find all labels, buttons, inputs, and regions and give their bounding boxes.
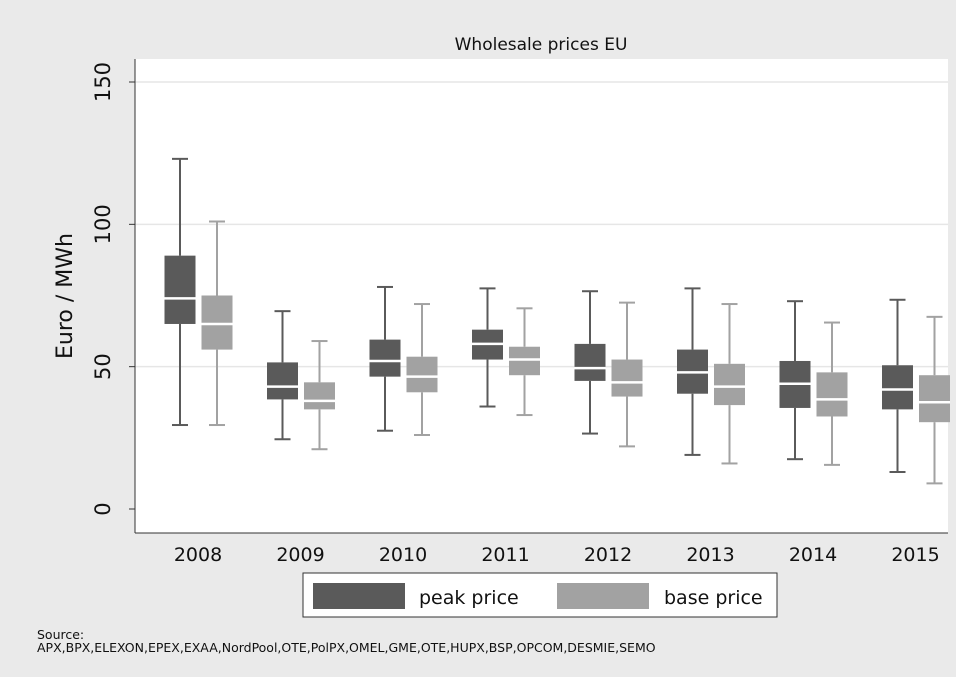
x-tick-label-2010: 2010 [379,544,427,566]
x-tick-label-2015: 2015 [891,544,939,566]
box-base-price-2012 [611,301,643,448]
y-tick-label-100: 100 [91,204,115,244]
box-peak-price-2013 [677,287,708,456]
x-tick-label-2009: 2009 [276,544,324,566]
x-tick-label-2013: 2013 [686,544,734,566]
iqr-box [164,255,196,324]
y-tick-label-0: 0 [91,502,115,515]
box-base-price-2009 [304,340,335,451]
x-tick-label-2014: 2014 [789,544,837,566]
legend: peak price base price [302,572,778,618]
box-base-price-2010 [406,303,438,436]
box-peak-price-2015 [882,298,913,473]
y-tick-label-150: 150 [91,62,115,102]
source-label: Source: [37,627,85,642]
iqr-box [304,382,335,410]
box-base-price-2011 [509,307,540,417]
x-tick-label-2008: 2008 [174,544,222,566]
legend-label-base-price: base price [664,587,763,609]
box-peak-price-2011 [472,287,503,408]
iqr-box [406,356,438,393]
boxes [164,157,950,485]
box-base-price-2008 [201,220,233,427]
iqr-box [509,346,540,376]
iqr-box [267,362,298,400]
plot-area [135,59,948,533]
iqr-box [611,359,643,397]
source-note: Source: APX,BPX,ELEXON,EPEX,EXAA,NordPoo… [37,628,656,654]
x-tick-label-2012: 2012 [584,544,632,566]
box-base-price-2013 [714,303,745,465]
iqr-box [201,295,233,350]
x-tick-label-2011: 2011 [481,544,529,566]
box-base-price-2014 [816,321,848,466]
chart-title: Wholesale prices EU [455,35,628,55]
iqr-box [574,343,606,381]
box-peak-price-2014 [779,300,811,461]
box-peak-price-2009 [267,310,298,441]
axes: 0 50 100 150 2008 2009 2010 2011 2012 2013 2014 201… [91,59,948,566]
y-axis-label: Euro / MWh [53,233,78,359]
box-peak-price-2008 [164,157,196,427]
legend-swatch-base-price [557,583,649,609]
y-tick-label-50: 50 [91,353,115,380]
source-text: APX,BPX,ELEXON,EPEX,EXAA,NordPool,OTE,Po… [37,640,656,655]
iqr-box [882,365,913,410]
box-base-price-2015 [919,315,950,485]
iqr-box [714,363,745,406]
legend-swatch-peak-price [313,583,405,609]
legend-label-peak-price: peak price [419,587,519,609]
box-peak-price-2012 [574,290,606,435]
iqr-box [369,339,401,377]
box-peak-price-2010 [369,285,401,432]
iqr-box [816,372,848,417]
iqr-box [919,375,950,423]
